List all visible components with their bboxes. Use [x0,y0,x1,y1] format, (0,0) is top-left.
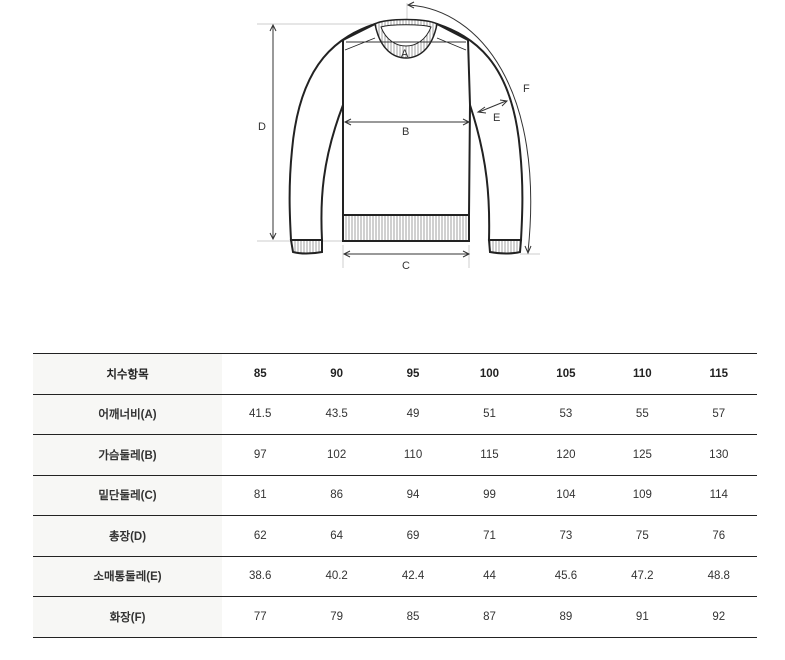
table-cell: 110 [374,434,452,476]
table-row: 총장(D) 62 64 69 71 73 75 76 [33,515,757,557]
table-cell: 99 [451,475,528,516]
label-C: C [402,260,410,272]
table-cell: 81 [222,475,299,516]
row-label: 가슴둘레(B) [33,434,222,476]
table-cell: 104 [527,475,605,516]
table-cell: 55 [604,393,681,435]
row-label: 소매통둘레(E) [33,556,222,597]
table-cell: 94 [374,475,452,516]
table-row: 어깨너비(A) 41.5 43.5 49 51 53 55 57 [33,393,757,435]
row-label: 화장(F) [33,596,222,638]
table-row: 화장(F) 77 79 85 87 89 91 92 [33,596,757,638]
table-cell: 57 [680,393,757,435]
table-cell: 114 [680,475,757,516]
table-cell: 38.6 [222,556,299,597]
table-cell: 97 [222,434,299,476]
table-cell: 44 [451,556,528,597]
table-cell: 69 [374,515,452,557]
size-table: 치수항목 85 90 95 100 105 110 115 어깨너비(A) 41.… [33,353,757,638]
table-cell: 109 [604,475,681,516]
table-cell: 48.8 [680,556,757,597]
label-D: D [258,121,266,133]
table-cell: 91 [604,596,681,638]
size-header: 115 [680,353,757,395]
table-cell: 64 [298,515,375,557]
table-cell: 47.2 [604,556,681,597]
size-header: 95 [374,353,452,395]
table-cell: 49 [374,393,452,435]
size-header: 105 [527,353,605,395]
table-cell: 71 [451,515,528,557]
table-row: 소매통둘레(E) 38.6 40.2 42.4 44 45.6 47.2 48.8 [33,556,757,597]
table-cell: 62 [222,515,299,557]
sweater-outline [288,18,524,255]
table-cell: 45.6 [527,556,605,597]
label-E: E [493,112,500,124]
table-cell: 125 [604,434,681,476]
table-cell: 77 [222,596,299,638]
table-cell: 85 [374,596,452,638]
label-B: B [402,126,409,138]
table-cell: 102 [298,434,375,476]
label-A: A [401,48,409,60]
guide-lines [257,3,540,268]
size-header: 110 [604,353,681,395]
table-cell: 79 [298,596,375,638]
table-cell: 43.5 [298,393,375,435]
sweater-size-diagram: A B C D E F [257,1,540,272]
table-cell: 42.4 [374,556,452,597]
table-cell: 115 [451,434,528,476]
table-cell: 120 [527,434,605,476]
row-label: 총장(D) [33,515,222,557]
table-cell: 53 [527,393,605,435]
table-cell: 75 [604,515,681,557]
size-header: 85 [222,353,299,395]
row-label: 어깨너비(A) [33,393,222,435]
table-cell: 86 [298,475,375,516]
table-row: 가슴둘레(B) 97 102 110 115 120 125 130 [33,434,757,476]
table-cell: 51 [451,393,528,435]
table-header-row: 치수항목 85 90 95 100 105 110 115 [33,353,757,395]
table-cell: 87 [451,596,528,638]
table-cell: 130 [680,434,757,476]
label-F: F [523,83,530,95]
table-cell: 73 [527,515,605,557]
table-row: 밑단둘레(C) 81 86 94 99 104 109 114 [33,475,757,516]
size-header: 100 [451,353,528,395]
table-cell: 40.2 [298,556,375,597]
measurement-arrows [269,1,532,258]
header-label: 치수항목 [33,353,222,395]
table-cell: 76 [680,515,757,557]
table-cell: 92 [680,596,757,638]
table-cell: 41.5 [222,393,299,435]
size-header: 90 [298,353,375,395]
table-cell: 89 [527,596,605,638]
row-label: 밑단둘레(C) [33,475,222,516]
